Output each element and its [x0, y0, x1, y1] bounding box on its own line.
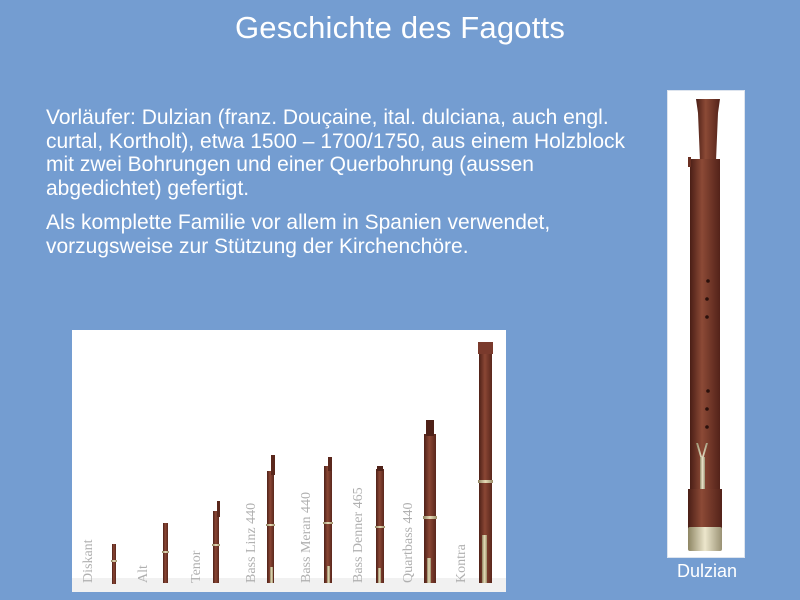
instrument-tenor	[212, 501, 220, 583]
label-alt: Alt	[136, 565, 151, 583]
paragraph-family-use: Als komplette Familie vor allem in Spani…	[46, 211, 551, 258]
dulzian-illustration	[668, 91, 744, 557]
label-kontra: Kontra	[454, 543, 469, 583]
dulzian-family-photo: Diskant Alt Tenor Bass Linz 440 Bass Mer…	[72, 330, 506, 592]
label-bass-linz: Bass Linz 440	[244, 503, 259, 583]
instrument-bass-denner	[375, 466, 385, 583]
instrument-diskant	[111, 544, 117, 584]
instrument-bass-meran	[323, 457, 333, 583]
label-tenor: Tenor	[189, 550, 204, 583]
slide-title: Geschichte des Fagotts	[234, 10, 566, 45]
dulzian-family-illustration: Diskant Alt Tenor Bass Linz 440 Bass Mer…	[72, 330, 506, 592]
dulzian-photo	[667, 90, 745, 558]
instrument-quartbass	[423, 420, 437, 583]
instrument-kontra	[478, 342, 493, 583]
label-bass-denner: Bass Denner 465	[351, 487, 366, 583]
label-quartbass: Quartbass 440	[401, 503, 416, 584]
label-diskant: Diskant	[81, 539, 96, 583]
slide-body: Vorläufer: Dulzian (franz. Douçaine, ita…	[46, 106, 636, 269]
label-bass-meran: Bass Meran 440	[299, 492, 314, 583]
dulzian-caption: Dulzian	[676, 561, 738, 581]
paragraph-precursor: Vorläufer: Dulzian (franz. Douçaine, ita…	[46, 106, 626, 200]
instrument-bass-linz	[266, 455, 275, 583]
instrument-alt	[162, 523, 169, 583]
